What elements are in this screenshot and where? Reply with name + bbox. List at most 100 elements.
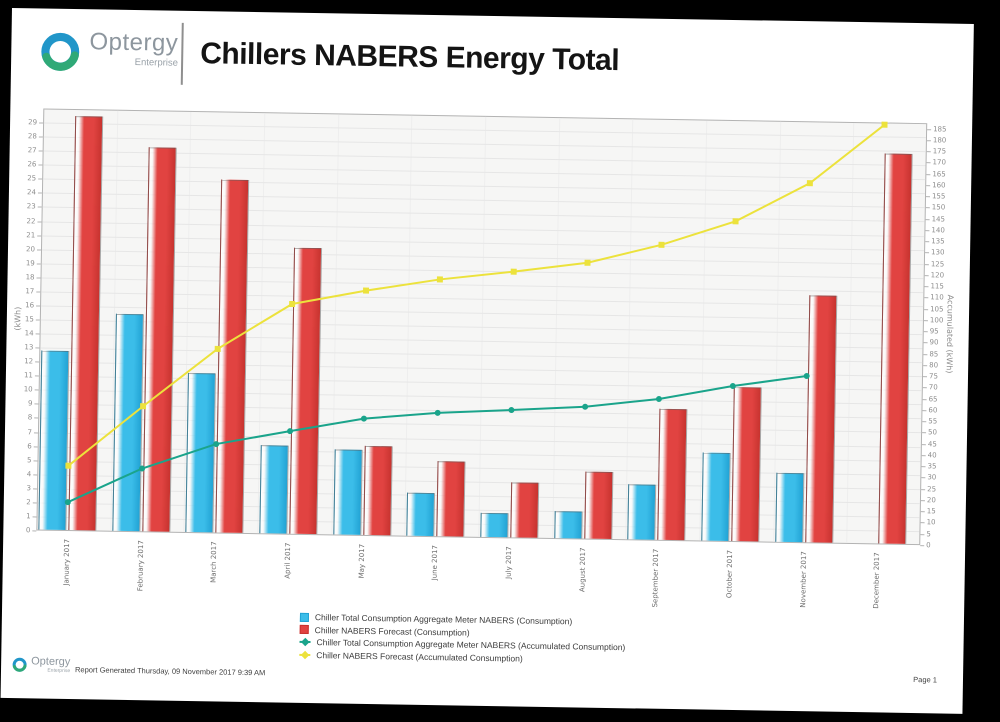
left-axis-tick-label: 29	[28, 118, 38, 127]
left-axis-tick-label: 23	[26, 202, 36, 211]
data-point-marker	[803, 373, 810, 380]
data-point-marker	[658, 241, 665, 248]
left-axis-tick-label: 4	[26, 470, 32, 479]
left-axis-tick-label: 21	[26, 230, 36, 240]
right-axis-tick-label: 120	[930, 271, 945, 280]
data-point-marker	[140, 403, 147, 410]
right-axis-tick	[921, 455, 926, 457]
data-point-marker	[213, 441, 220, 448]
left-axis-tick-label: 7	[27, 427, 33, 436]
data-point-marker	[362, 287, 370, 294]
right-axis-tick	[925, 207, 930, 209]
data-point-marker	[508, 407, 515, 414]
right-axis-tick	[923, 365, 928, 367]
right-axis-tick-label: 35	[927, 462, 937, 471]
right-axis-tick	[923, 331, 928, 333]
legend-label: Chiller NABERS Forecast (Accumulated Con…	[316, 649, 523, 664]
right-axis-tick-label: 135	[931, 237, 945, 246]
report-header: Optergy Enterprise Chillers NABERS Energ…	[11, 8, 974, 114]
left-axis-tick-label: 26	[27, 160, 37, 169]
left-axis-tick-label: 28	[27, 132, 37, 141]
right-axis-tick-label: 65	[928, 394, 938, 404]
left-axis-tick-label: 8	[27, 413, 33, 422]
right-axis-tick	[923, 320, 928, 322]
right-axis-tick-label: 170	[932, 158, 947, 167]
footer-logo-name: Optergy	[31, 655, 71, 669]
right-axis-tick-label: 70	[928, 383, 938, 392]
left-axis-tick-label: 6	[27, 441, 32, 450]
legend-marker	[299, 650, 311, 659]
legend-marker	[299, 612, 310, 622]
data-point-marker	[214, 345, 221, 352]
right-axis-tick-label: 150	[931, 203, 946, 212]
x-axis-label: November 2017	[798, 551, 808, 608]
right-axis-tick	[922, 410, 927, 412]
right-axis-tick-label: 20	[926, 496, 936, 505]
right-axis-tick	[925, 218, 930, 220]
data-point-marker	[582, 403, 589, 410]
right-axis-tick-label: 185	[933, 124, 947, 134]
accumulated-lines-layer	[64, 121, 888, 506]
right-axis-tick-label: 5	[926, 529, 931, 539]
legend-marker	[299, 638, 311, 646]
right-axis-tick-label: 155	[931, 192, 946, 201]
right-axis-tick	[920, 533, 925, 535]
right-axis-tick	[923, 342, 928, 344]
x-axis-label: April 2017	[283, 542, 293, 579]
right-axis-tick	[927, 128, 932, 130]
footer-logo-subtitle: Enterprise	[47, 667, 71, 675]
data-point-marker	[729, 383, 736, 390]
footer-optergy-logo: Optergy Enterprise	[11, 655, 71, 675]
x-axis-label: October 2017	[725, 549, 735, 599]
chart-legend: Chiller Total Consumption Aggregate Mete…	[299, 611, 720, 668]
left-axis-tick-label: 27	[27, 146, 37, 155]
right-axis-tick	[924, 297, 929, 299]
right-axis-tick-label: 130	[931, 248, 945, 257]
data-point-marker	[287, 428, 294, 435]
left-axis-tick-label: 10	[23, 385, 33, 394]
data-point-marker	[584, 259, 591, 266]
right-axis-tick	[921, 466, 926, 468]
right-axis-tick	[921, 488, 926, 490]
right-axis-tick	[920, 500, 925, 502]
data-point-marker	[289, 300, 296, 308]
right-axis-tick	[923, 353, 928, 355]
right-axis-tick-label: 140	[931, 226, 945, 235]
right-axis-tick	[925, 252, 930, 254]
x-axis-label: February 2017	[136, 540, 145, 592]
optergy-swirl-icon	[41, 32, 80, 71]
right-axis-tick-label: 30	[927, 473, 937, 482]
optergy-swirl-icon-small	[12, 657, 27, 672]
left-axis-tick-label: 9	[27, 399, 33, 408]
nabers-energy-chart: 0 1 2 3 4 5 6 7 8 9 10 11 12 13 14 15 16 17 18 19 20 21 22 23 24…	[1, 8, 974, 714]
data-point-marker	[510, 268, 517, 275]
right-axis-tick-label: 50	[928, 428, 938, 437]
page-number: Page 1	[913, 675, 938, 685]
right-axis-tick	[920, 511, 925, 513]
legend-marker	[299, 625, 309, 635]
line-accumulated-actual	[67, 375, 807, 504]
data-point-marker	[360, 415, 367, 422]
left-axis-tick-label: 11	[23, 371, 33, 380]
data-point-marker	[434, 409, 441, 416]
x-axis-label: January 2017	[62, 538, 72, 586]
data-point-marker	[806, 180, 813, 187]
right-axis-tick	[922, 432, 927, 434]
left-axis-tick-label: 24	[26, 188, 37, 197]
left-axis-tick-label: 5	[26, 455, 32, 465]
left-axis-tick-label: 1	[26, 512, 31, 521]
right-axis-tick	[922, 421, 927, 423]
x-axis-label: March 2017	[209, 541, 219, 583]
left-axis-tick-label: 25	[27, 174, 37, 183]
right-axis-tick-label: 10	[926, 518, 936, 527]
left-axis-tick-label: 20	[26, 244, 36, 254]
right-axis-tick	[926, 151, 931, 153]
left-axis-tick	[32, 530, 37, 532]
right-axis-tick	[926, 185, 931, 187]
right-axis-tick	[926, 140, 931, 142]
right-axis-tick	[924, 286, 929, 288]
right-axis-tick	[921, 477, 926, 479]
data-point-marker	[65, 462, 72, 469]
right-axis-tick	[923, 376, 928, 378]
right-axis-tick	[926, 173, 931, 175]
